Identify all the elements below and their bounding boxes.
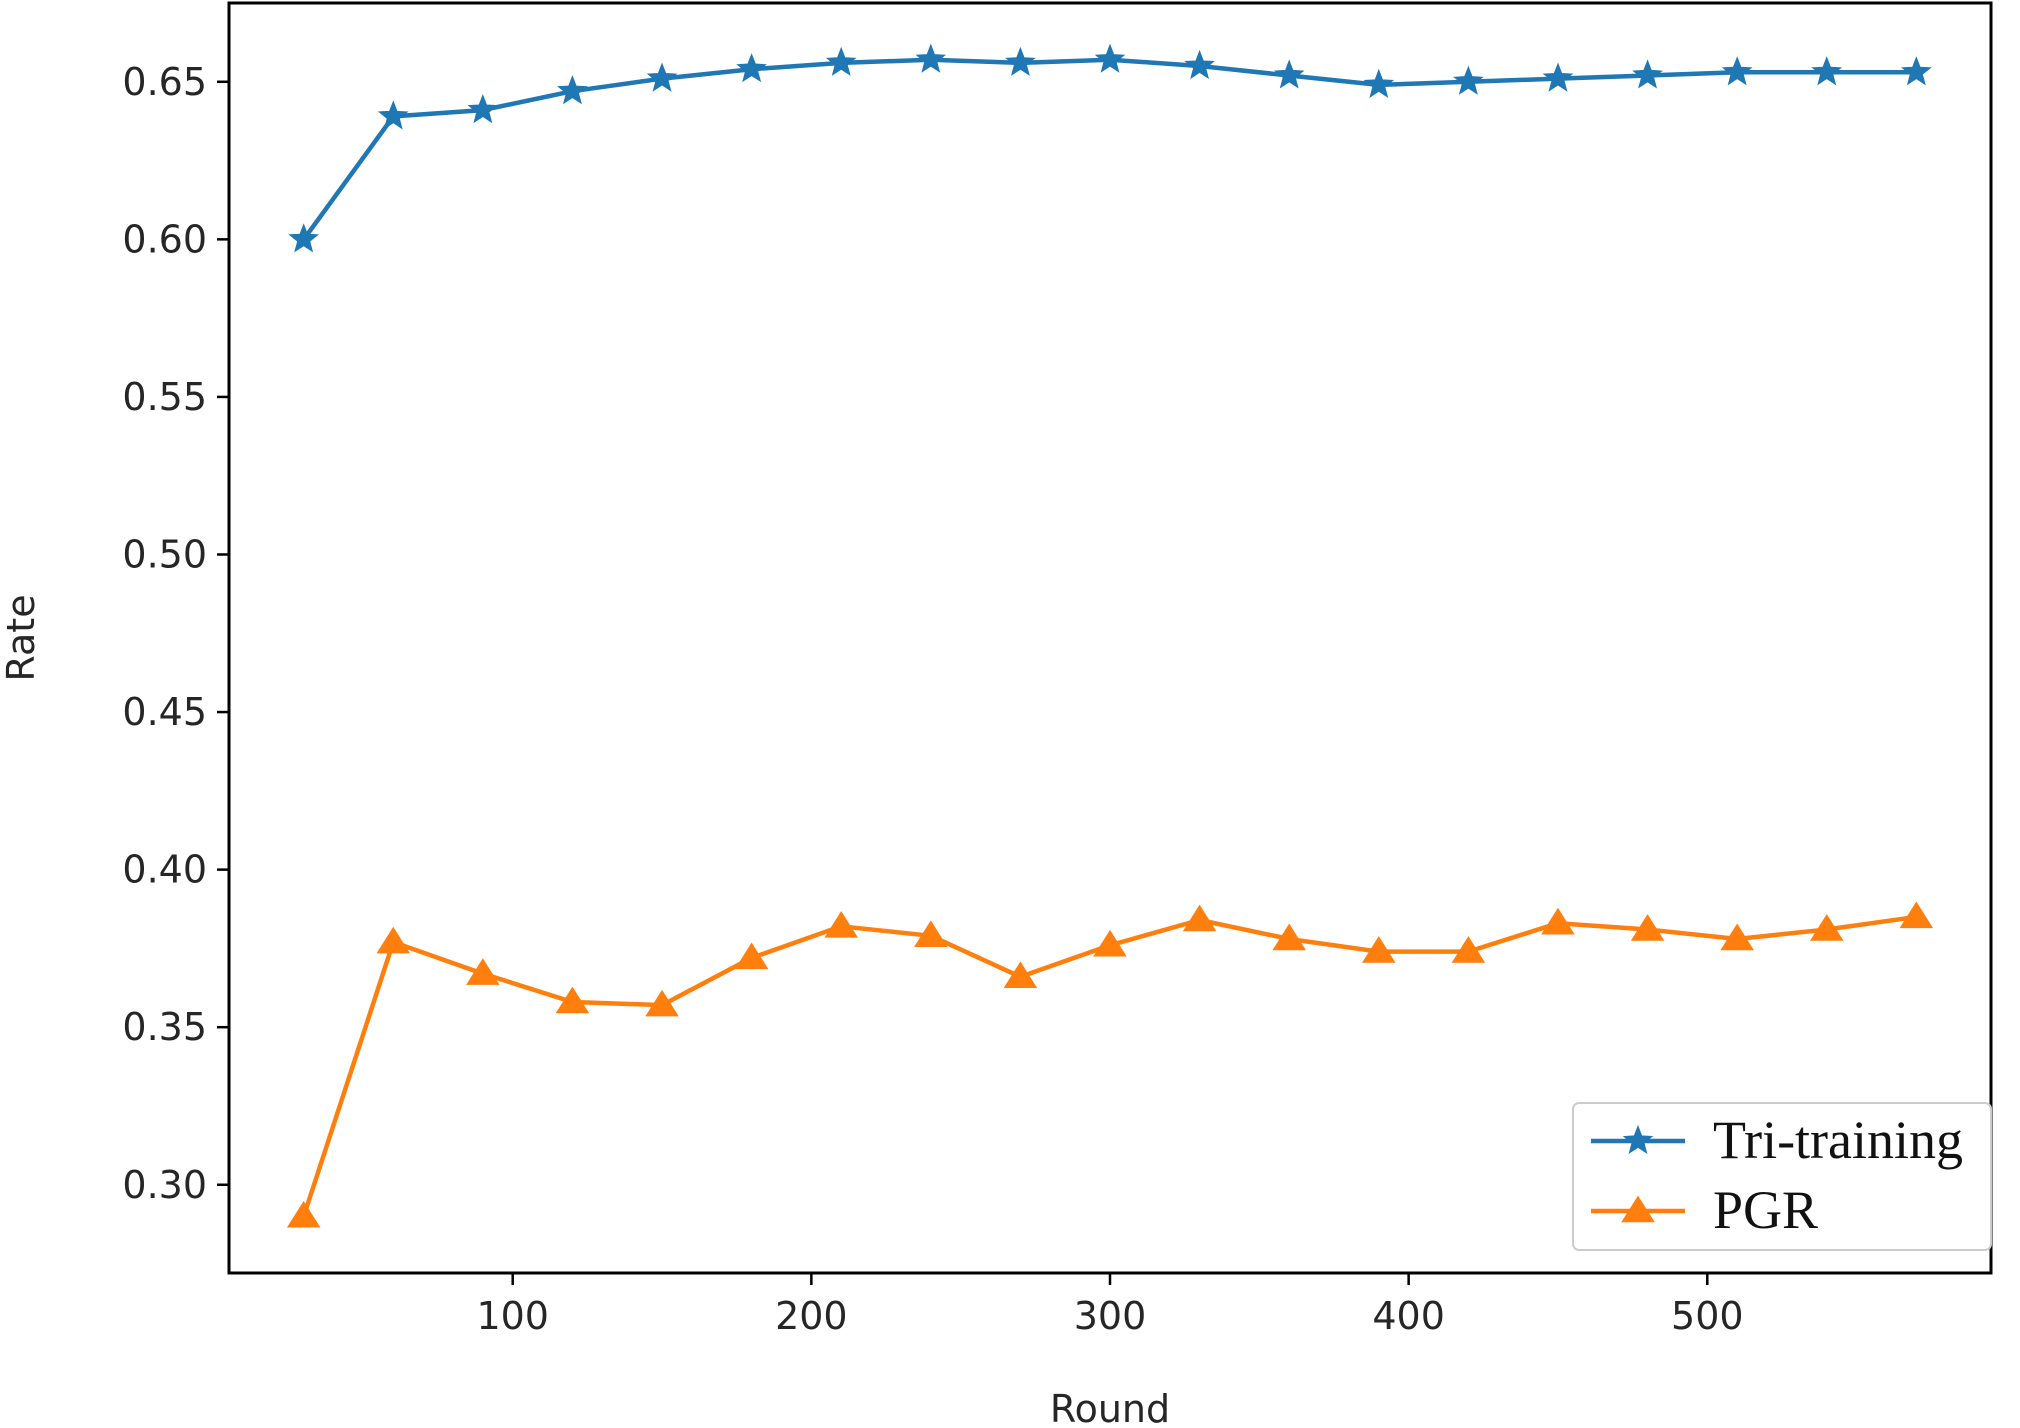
data-point-tri-training xyxy=(1363,68,1395,99)
y-axis-ticks: 0.30 0.35 0.40 0.45 0.50 0.55 0.60 0.65 xyxy=(122,60,229,1207)
data-point-tri-training xyxy=(288,223,319,253)
data-point-pgr xyxy=(734,942,769,970)
x-tick-label: 400 xyxy=(1372,1294,1445,1338)
x-axis-label: Round xyxy=(1050,1387,1170,1428)
data-point-tri-training xyxy=(1901,56,1932,86)
y-tick-label: 0.45 xyxy=(122,690,207,734)
legend-label: PGR xyxy=(1713,1180,1818,1240)
data-point-tri-training xyxy=(1273,59,1305,89)
data-point-tri-training xyxy=(825,46,857,76)
legend-swatch-marker xyxy=(1622,1124,1654,1154)
data-point-tri-training xyxy=(377,100,409,130)
plot-frame xyxy=(227,1,1993,1275)
data-point-pgr xyxy=(1003,961,1038,989)
data-point-pgr xyxy=(376,926,411,954)
data-point-tri-training xyxy=(736,53,767,83)
y-tick-label: 0.30 xyxy=(122,1163,207,1207)
series-layer xyxy=(286,43,1934,1228)
data-point-tri-training xyxy=(1005,46,1036,76)
x-axis-ticks: 100 200 300 400 500 xyxy=(476,1273,1744,1338)
legend-swatch-marker xyxy=(1621,1195,1655,1223)
series-pgr xyxy=(286,901,1934,1228)
data-point-pgr xyxy=(1093,929,1127,957)
legend-entry-pgr: PGR xyxy=(1591,1180,1818,1240)
y-tick-label: 0.50 xyxy=(122,532,207,576)
data-point-pgr xyxy=(1720,923,1754,951)
data-point-tri-training xyxy=(1453,65,1484,95)
data-point-pgr xyxy=(555,986,590,1014)
data-point-tri-training xyxy=(1094,43,1126,73)
x-tick-label: 300 xyxy=(1074,1294,1147,1338)
data-point-tri-training xyxy=(1542,62,1574,92)
data-point-tri-training xyxy=(1811,56,1843,86)
data-point-pgr xyxy=(1451,936,1486,963)
data-point-pgr xyxy=(1630,914,1665,941)
legend-entry-tri-training: Tri-training xyxy=(1591,1110,1963,1170)
legend: Tri-training PGR xyxy=(1572,1102,1992,1251)
data-point-tri-training xyxy=(646,62,678,92)
y-tick-label: 0.55 xyxy=(122,375,207,419)
data-point-tri-training xyxy=(1632,59,1663,89)
x-tick-label: 500 xyxy=(1671,1294,1744,1338)
data-point-tri-training xyxy=(1184,49,1215,80)
y-tick-label: 0.35 xyxy=(122,1005,207,1049)
data-point-pgr xyxy=(1809,914,1844,941)
series-tri-training xyxy=(288,43,1932,253)
data-point-pgr xyxy=(645,989,679,1017)
data-point-pgr xyxy=(1362,936,1396,963)
data-point-tri-training xyxy=(557,75,588,105)
y-axis-label: Rate xyxy=(0,594,43,681)
y-tick-label: 0.40 xyxy=(122,848,207,892)
data-point-pgr xyxy=(286,1200,321,1228)
x-tick-label: 100 xyxy=(476,1294,549,1338)
series-line-tri-training xyxy=(301,57,1917,241)
y-tick-label: 0.60 xyxy=(122,217,207,261)
data-point-pgr xyxy=(1182,904,1217,932)
data-point-tri-training xyxy=(1721,56,1753,86)
x-tick-label: 200 xyxy=(775,1294,848,1338)
data-point-pgr xyxy=(1541,907,1575,935)
data-point-pgr xyxy=(914,920,948,948)
data-point-pgr xyxy=(824,910,858,938)
legend-label: Tri-training xyxy=(1713,1110,1963,1170)
data-point-pgr xyxy=(1272,923,1306,951)
data-point-pgr xyxy=(1899,901,1934,929)
data-point-pgr xyxy=(466,958,500,985)
y-tick-label: 0.65 xyxy=(122,60,207,104)
data-point-tri-training xyxy=(467,94,499,124)
data-point-tri-training xyxy=(915,43,947,73)
